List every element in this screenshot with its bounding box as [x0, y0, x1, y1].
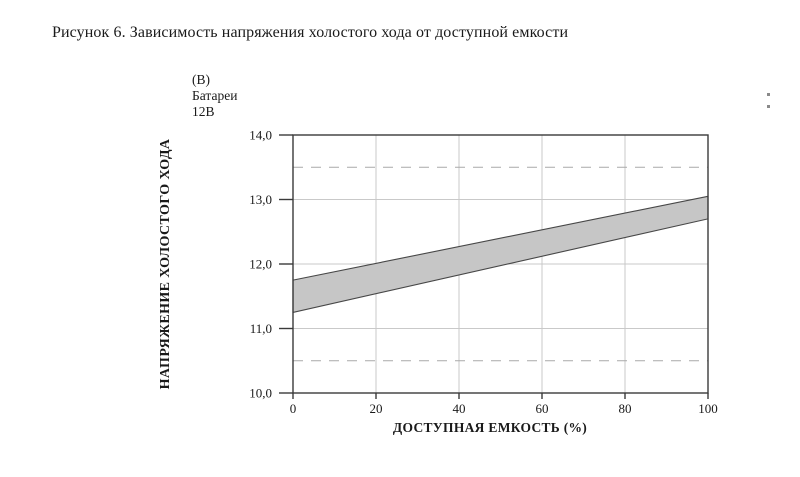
y-tick-label: 14,0 — [249, 128, 272, 143]
y-tick-label: 12,0 — [249, 257, 272, 272]
x-tick-label: 20 — [370, 401, 383, 416]
unit-line-12v: 12В — [192, 104, 215, 119]
page-edge-artifact-dot — [767, 105, 770, 108]
x-axis-title: ДОСТУПНАЯ ЕМКОСТЬ (%) — [392, 420, 588, 435]
x-tick-label: 80 — [619, 401, 632, 416]
unit-line-battery: Батареи — [192, 88, 238, 103]
y-tick-label: 11,0 — [250, 321, 272, 336]
x-tick-label: 60 — [536, 401, 549, 416]
x-tick-label: 40 — [453, 401, 466, 416]
figure-caption: Рисунок 6. Зависимость напряжения холост… — [52, 24, 569, 41]
unit-line-volts: (В) — [192, 72, 210, 87]
x-tick-label: 0 — [290, 401, 297, 416]
voltage-range-band — [292, 195, 709, 314]
y-axis-unit-label: (В) Батареи 12В — [192, 72, 237, 120]
y-tick-label: 10,0 — [249, 386, 272, 401]
page-edge-artifact-dot — [767, 93, 770, 96]
x-tick-label: 100 — [698, 401, 718, 416]
y-tick-label: 13,0 — [249, 192, 272, 207]
